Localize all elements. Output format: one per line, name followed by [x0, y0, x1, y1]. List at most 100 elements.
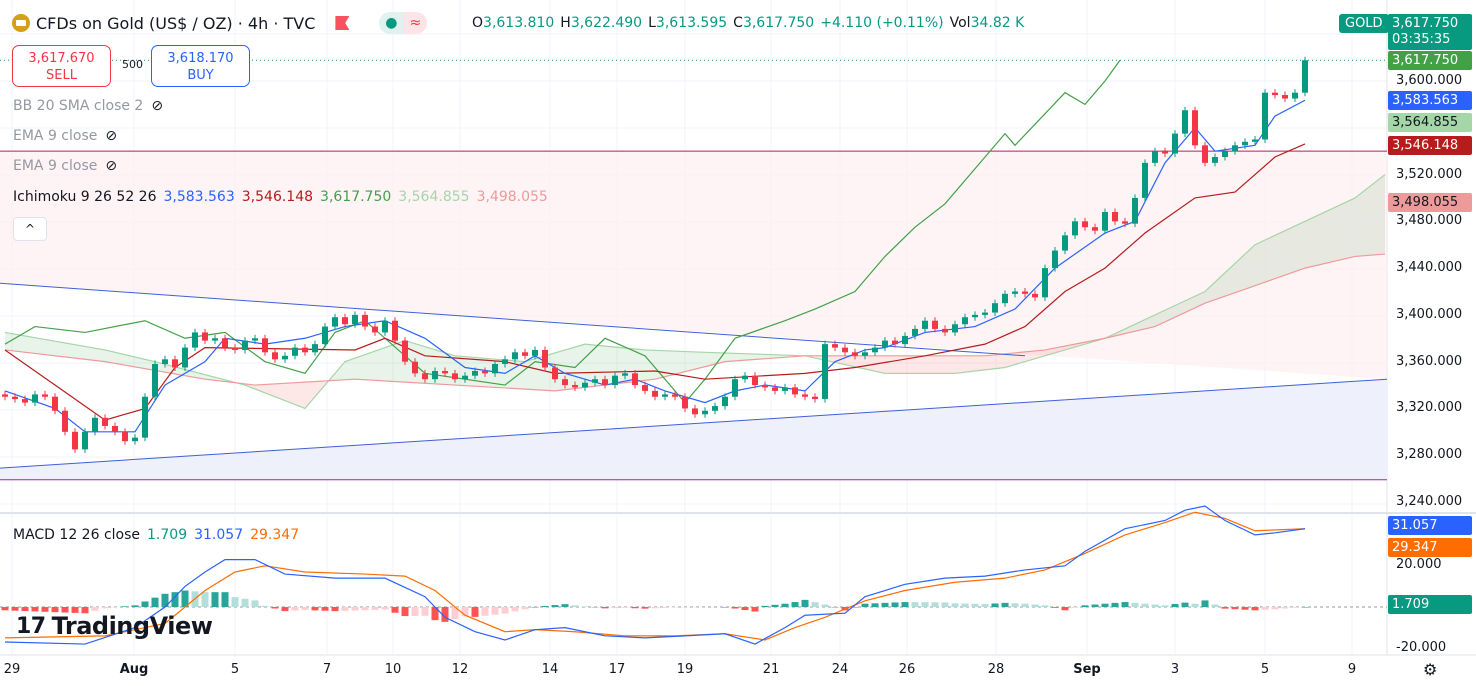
quantity[interactable]: 500: [122, 58, 143, 71]
macd-histogram-bar: [1191, 603, 1199, 607]
cloud-segment: [1345, 200, 1350, 259]
cloud-segment: [440, 351, 445, 385]
cloud-segment: [105, 349, 110, 363]
macd-histogram-bar: [131, 605, 139, 607]
candle-body: [392, 320, 398, 341]
cloud-segment: [55, 341, 60, 357]
macd-histogram-bar: [1201, 600, 1209, 607]
cloud-segment: [530, 358, 535, 390]
cloud-segment: [365, 352, 370, 381]
cloud-segment: [765, 354, 770, 359]
cloud-segment: [850, 355, 855, 367]
macd-histogram-bar: [661, 607, 669, 608]
macd-histogram-bar: [1091, 604, 1099, 607]
symbol-title: CFDs on Gold (US$ / OZ) · 4h · TVC: [36, 13, 316, 33]
eye-hidden-icon[interactable]: ⊘: [105, 158, 118, 174]
candle-body: [172, 359, 178, 368]
macd-histogram-bar: [171, 592, 179, 607]
cloud-segment: [865, 355, 870, 371]
cloud-segment: [1155, 312, 1160, 327]
indicator-bb[interactable]: BB 20 SMA close 2 ⊘: [13, 98, 163, 114]
symbol-tag: GOLD: [1339, 14, 1389, 33]
cloud-segment: [1225, 268, 1230, 297]
macd-histogram-bar: [141, 601, 149, 607]
macd-histogram-bar: [401, 607, 409, 617]
gold-logo-icon: [12, 14, 30, 32]
sell-button[interactable]: 3,617.670 SELL: [12, 45, 111, 87]
macd-histogram-bar: [1181, 602, 1189, 607]
cloud-segment: [625, 348, 630, 383]
macd-value: 31.057: [194, 527, 244, 543]
close-price-badge: 3,617.750: [1388, 51, 1472, 70]
macd-histogram-bar: [371, 607, 379, 610]
cloud-segment: [1290, 226, 1295, 274]
collapse-legend-button[interactable]: ^: [13, 217, 47, 241]
macd-histogram-bar: [951, 603, 959, 607]
cloud-segment: [655, 350, 660, 380]
eye-hidden-icon[interactable]: ⊘: [151, 98, 164, 114]
candle-body: [312, 344, 318, 353]
macd-histogram-bar: [761, 605, 769, 607]
macd-histogram-bar: [161, 593, 169, 607]
flag-icon[interactable]: [335, 16, 350, 30]
candle-body: [822, 344, 828, 400]
chevron-up-icon: ^: [24, 222, 36, 236]
candle-body: [1102, 211, 1108, 231]
macd-histogram-bar: [51, 607, 59, 613]
settings-icon[interactable]: ⚙: [1423, 660, 1438, 679]
cloud-segment: [845, 355, 850, 366]
cloud-segment: [880, 355, 885, 374]
time-tick: 10: [384, 662, 402, 677]
candle-body: [502, 359, 508, 364]
macd-legend[interactable]: MACD 12 26 close 1.709 31.057 29.347: [13, 527, 299, 543]
cloud-segment: [305, 381, 310, 409]
indicator-ichimoku[interactable]: Ichimoku 9 26 52 26 3,583.563 3,546.148 …: [13, 189, 548, 205]
symbol-header[interactable]: CFDs on Gold (US$ / OZ) · 4h · TVC ● ≈: [12, 12, 428, 34]
macd-histogram-bar: [431, 607, 439, 621]
macd-histogram-bar: [291, 607, 299, 611]
time-tick: 14: [541, 662, 559, 677]
indicator-ema[interactable]: EMA 9 close ⊘: [13, 158, 117, 174]
candle-body: [562, 379, 568, 386]
indicator-ema[interactable]: EMA 9 close ⊘: [13, 128, 117, 144]
eye-hidden-icon[interactable]: ⊘: [105, 128, 118, 144]
cloud-segment: [1245, 249, 1250, 290]
time-tick: 29: [3, 662, 21, 677]
cloud-segment: [1365, 186, 1370, 256]
cloud-segment: [300, 382, 305, 409]
macd-histogram-bar: [341, 607, 349, 611]
candle-body: [832, 344, 838, 348]
candle-body: [252, 338, 258, 341]
candle-body: [792, 387, 798, 395]
candle-body: [1122, 221, 1128, 224]
macd-histogram-bar: [41, 607, 49, 612]
cloud-segment: [1355, 194, 1360, 257]
candle-body: [402, 340, 408, 362]
macd-histogram-bar: [381, 607, 389, 610]
cloud-segment: [725, 353, 730, 362]
cloud-segment: [1150, 314, 1155, 328]
cloud-segment: [1370, 182, 1375, 256]
candle-body: [222, 338, 228, 348]
buy-button[interactable]: 3,618.170 BUY: [151, 45, 250, 87]
cloud-segment: [1020, 351, 1025, 364]
price-tick: 3,320.000: [1396, 400, 1463, 416]
macd-histogram-bar: [781, 603, 789, 607]
ascending-trendline: [0, 378, 1388, 469]
macd-histogram-bar: [881, 602, 889, 607]
cloud-segment: [1270, 235, 1275, 281]
cloud-segment: [175, 366, 180, 375]
cloud-segment: [460, 356, 465, 386]
candle-body: [322, 326, 328, 345]
cloud-segment: [930, 355, 935, 374]
market-status[interactable]: ● ≈: [379, 12, 428, 34]
macd-histogram-bar: [1, 607, 9, 611]
cloud-segment: [1160, 310, 1165, 325]
last-price-badge: 3,617.750 03:35:35: [1388, 14, 1472, 50]
cloud-segment: [745, 353, 750, 361]
macd-histogram-bar: [891, 602, 899, 607]
macd-histogram-bar: [521, 607, 529, 610]
macd-histogram-bar: [351, 607, 359, 611]
cloud-segment: [1235, 258, 1240, 293]
